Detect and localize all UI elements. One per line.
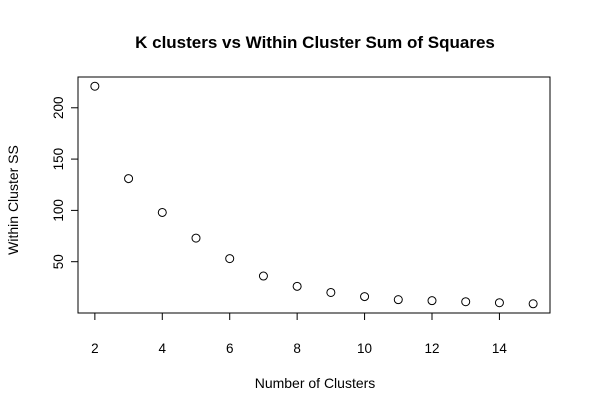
data-point xyxy=(124,174,134,184)
data-point xyxy=(494,298,504,308)
x-tick-label: 2 xyxy=(91,341,99,356)
data-point xyxy=(427,296,437,306)
data-point xyxy=(225,254,235,264)
x-tick-label: 12 xyxy=(424,341,439,356)
data-point xyxy=(528,299,538,309)
data-point xyxy=(326,287,336,297)
y-axis-ticks: 50 100 150 200 xyxy=(51,97,78,269)
x-tick-label: 6 xyxy=(226,341,234,356)
data-point xyxy=(157,207,167,217)
data-points xyxy=(90,81,538,309)
data-point xyxy=(258,271,268,281)
y-tick-label: 50 xyxy=(51,254,66,269)
y-tick-label: 100 xyxy=(51,199,66,222)
data-point xyxy=(292,281,302,291)
y-tick-label: 150 xyxy=(51,148,66,171)
data-point xyxy=(90,81,100,91)
x-tick-label: 14 xyxy=(492,341,508,356)
chart-title: K clusters vs Within Cluster Sum of Squa… xyxy=(135,33,495,52)
plot-frame xyxy=(77,76,551,314)
x-tick-label: 4 xyxy=(159,341,167,356)
data-point xyxy=(191,233,201,243)
x-tick-label: 10 xyxy=(357,341,372,356)
x-tick-label: 8 xyxy=(293,341,301,356)
y-tick-label: 200 xyxy=(51,97,66,120)
data-point xyxy=(461,297,471,307)
data-point xyxy=(393,295,403,305)
y-axis-label: Within Cluster SS xyxy=(5,145,21,255)
x-axis-ticks: 2 4 6 8 10 12 14 xyxy=(91,313,507,356)
data-point xyxy=(360,292,370,302)
x-axis-label: Number of Clusters xyxy=(255,375,376,391)
